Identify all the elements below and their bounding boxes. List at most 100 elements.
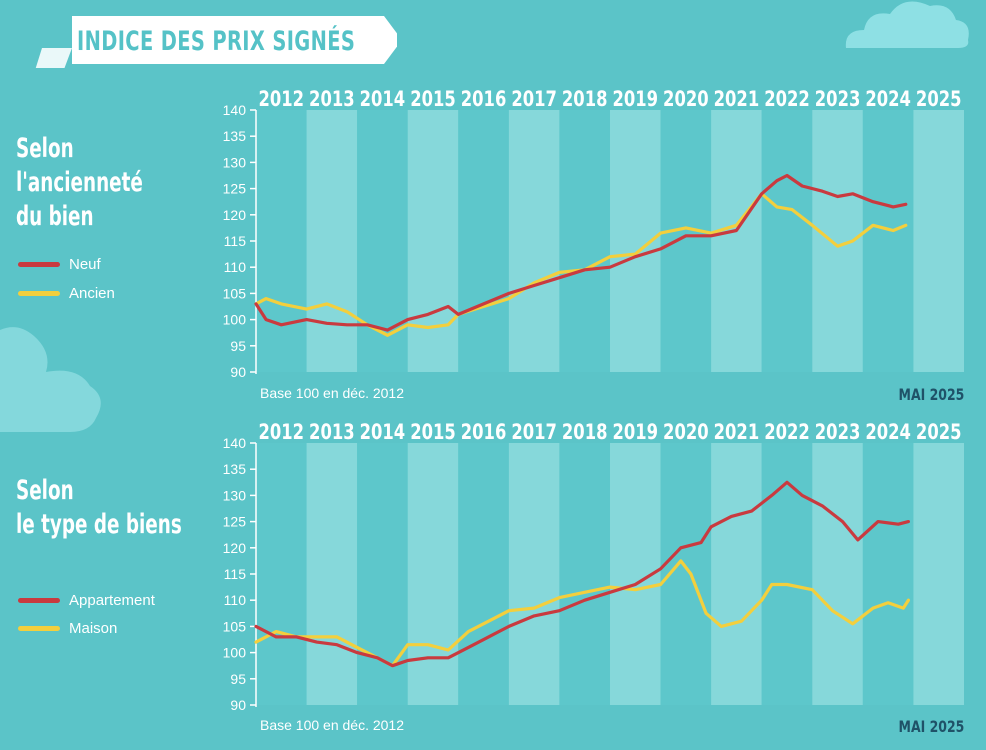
legend-swatch-ancien xyxy=(18,290,60,296)
chart2-title-line: le type de biens xyxy=(16,509,182,540)
y-tick-label: 100 xyxy=(223,312,247,328)
y-tick-label: 95 xyxy=(230,338,246,354)
year-band xyxy=(812,443,863,705)
chart1-date-note: MAI 2025 xyxy=(898,385,964,404)
year-band xyxy=(913,110,964,372)
year-band xyxy=(660,110,712,372)
legend-item-appartement: Appartement xyxy=(18,590,155,610)
year-band xyxy=(761,110,813,372)
x-tick-label: 2022 xyxy=(764,421,810,444)
x-tick-label: 2017 xyxy=(511,88,557,111)
y-tick-label: 125 xyxy=(223,514,247,530)
year-band xyxy=(862,443,914,705)
chart1-title-line: du bien xyxy=(16,201,94,232)
x-tick-label: 2015 xyxy=(410,88,456,111)
x-tick-label: 2017 xyxy=(511,421,557,444)
legend-swatch-neuf xyxy=(18,261,60,267)
y-tick-label: 125 xyxy=(223,181,247,197)
year-band xyxy=(256,443,307,705)
x-tick-label: 2021 xyxy=(714,88,760,111)
chart2-title-line: Selon xyxy=(16,475,74,506)
title-banner xyxy=(35,16,397,68)
year-band xyxy=(407,443,459,705)
x-tick-label: 2013 xyxy=(309,88,355,111)
y-tick-label: 130 xyxy=(223,154,247,170)
chart2-date-note: MAI 2025 xyxy=(898,717,964,736)
cloud-left xyxy=(0,327,101,432)
chart1-title: Selon l'ancienneté du bien xyxy=(16,132,143,234)
legend-label-appartement: Appartement xyxy=(69,591,155,609)
x-tick-label: 2025 xyxy=(916,88,962,111)
year-band xyxy=(559,443,610,705)
y-tick-label: 105 xyxy=(223,285,247,301)
x-tick-label: 2019 xyxy=(612,88,658,111)
y-tick-label: 120 xyxy=(223,540,247,556)
y-tick-label: 95 xyxy=(230,671,246,687)
y-tick-label: 135 xyxy=(223,461,247,477)
legend-label-ancien: Ancien xyxy=(69,284,115,302)
year-band xyxy=(862,110,914,372)
x-tick-label: 2021 xyxy=(714,421,760,444)
x-tick-label: 2013 xyxy=(309,421,355,444)
x-tick-label: 2020 xyxy=(663,421,709,444)
x-tick-label: 2022 xyxy=(764,88,810,111)
x-tick-label: 2025 xyxy=(916,421,962,444)
y-tick-label: 110 xyxy=(224,592,247,608)
legend-item-maison: Maison xyxy=(18,618,117,638)
x-tick-label: 2014 xyxy=(360,88,406,111)
chart2-base-note: Base 100 en déc. 2012 xyxy=(260,717,405,733)
y-tick-label: 140 xyxy=(223,102,247,118)
x-tick-label: 2024 xyxy=(865,88,911,111)
x-tick-label: 2023 xyxy=(815,421,861,444)
year-band xyxy=(306,110,358,372)
x-tick-label: 2024 xyxy=(865,421,911,444)
x-tick-label: 2023 xyxy=(815,88,861,111)
year-band xyxy=(357,443,408,705)
series-line-maison xyxy=(254,559,910,668)
year-band xyxy=(256,110,307,372)
x-tick-label: 2018 xyxy=(562,421,608,444)
y-tick-label: 135 xyxy=(223,128,247,144)
legend-swatch-maison xyxy=(18,625,60,631)
y-tick-label: 115 xyxy=(224,233,247,249)
y-tick-label: 105 xyxy=(223,618,247,634)
year-band xyxy=(711,110,762,372)
year-band xyxy=(761,443,813,705)
series-line-appartement xyxy=(254,480,910,668)
chart1-title-line: Selon xyxy=(16,133,74,164)
year-band xyxy=(458,443,509,705)
page-title: INDICE DES PRIX SIGNÉS xyxy=(77,26,356,57)
year-band xyxy=(508,443,560,705)
legend-item-ancien: Ancien xyxy=(18,283,115,303)
y-tick-label: 100 xyxy=(223,645,247,661)
y-tick-label: 110 xyxy=(224,259,247,275)
chart1-title-line: l'ancienneté xyxy=(16,167,143,198)
y-tick-label: 140 xyxy=(223,435,247,451)
year-band xyxy=(913,443,964,705)
legend-swatch-appartement xyxy=(18,597,60,603)
x-tick-label: 2012 xyxy=(258,421,304,444)
year-band xyxy=(508,110,560,372)
x-tick-label: 2016 xyxy=(461,88,507,111)
series-line-neuf xyxy=(254,173,908,332)
x-tick-label: 2014 xyxy=(360,421,406,444)
x-tick-label: 2020 xyxy=(663,88,709,111)
year-band xyxy=(458,110,509,372)
chart2-title: Selon le type de biens xyxy=(16,474,182,542)
year-band xyxy=(559,110,610,372)
legend-label-neuf: Neuf xyxy=(69,255,101,273)
x-tick-label: 2019 xyxy=(612,421,658,444)
y-tick-label: 90 xyxy=(230,697,246,713)
legend-item-neuf: Neuf xyxy=(18,254,101,274)
y-tick-label: 130 xyxy=(223,487,247,503)
y-tick-label: 120 xyxy=(223,207,247,223)
year-band xyxy=(306,443,358,705)
y-tick-label: 90 xyxy=(230,364,246,380)
series-line-ancien xyxy=(254,192,908,337)
x-tick-label: 2015 xyxy=(410,421,456,444)
y-tick-label: 115 xyxy=(224,566,247,582)
legend-label-maison: Maison xyxy=(69,619,118,637)
x-tick-label: 2018 xyxy=(562,88,608,111)
